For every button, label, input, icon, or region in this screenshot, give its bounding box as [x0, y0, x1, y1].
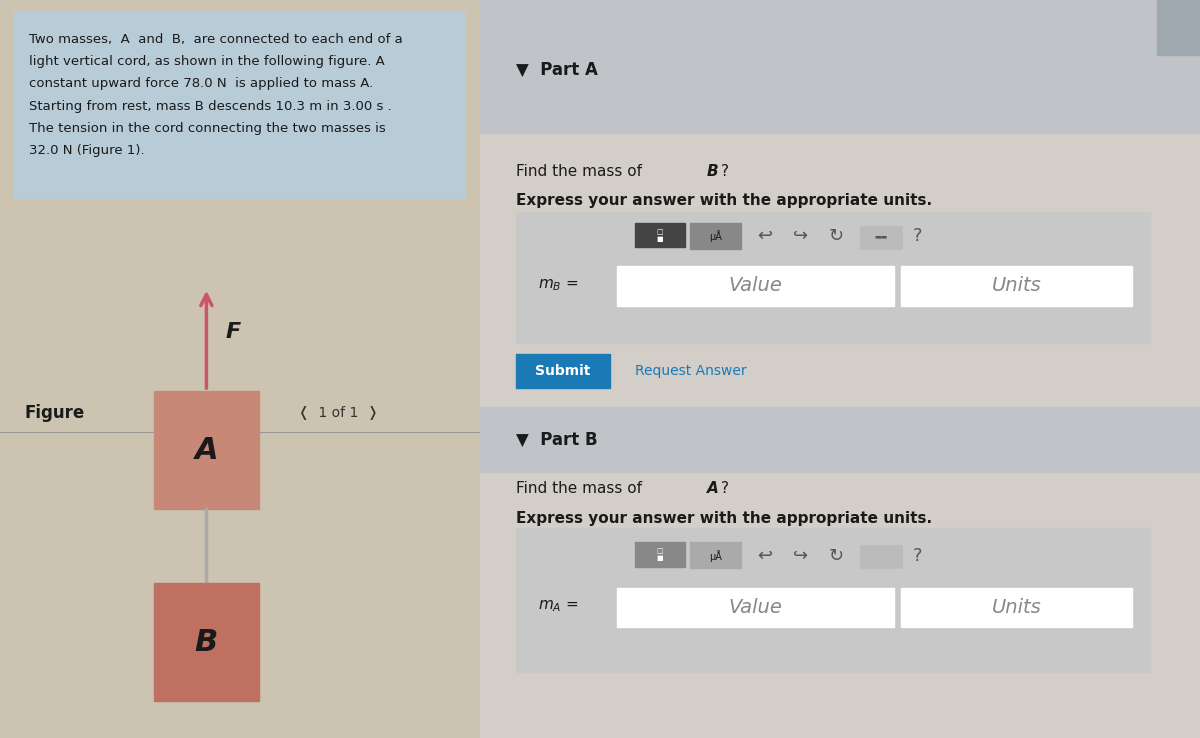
Text: F: F [226, 322, 241, 342]
Text: $m_A$ =: $m_A$ = [538, 599, 578, 615]
Text: □
■: □ ■ [656, 229, 664, 242]
Bar [635, 223, 685, 247]
Text: Figure: Figure [24, 404, 84, 422]
Bar [690, 542, 740, 568]
Bar [516, 354, 610, 388]
Bar [480, 0, 1200, 133]
Text: Units: Units [991, 598, 1042, 617]
Bar [690, 223, 740, 249]
Text: $m_B$ =: $m_B$ = [538, 277, 578, 294]
Text: A: A [194, 435, 218, 465]
Bar [901, 266, 1132, 306]
Bar [860, 545, 902, 568]
Text: ↻: ↻ [829, 227, 844, 245]
Text: Submit: Submit [535, 365, 590, 378]
Text: Starting from rest, mass B descends 10.3 m in 3.00 s .: Starting from rest, mass B descends 10.3… [29, 100, 391, 113]
Text: Units: Units [991, 276, 1042, 295]
Text: ▬▬: ▬▬ [875, 234, 888, 240]
Text: The tension in the cord connecting the two masses is: The tension in the cord connecting the t… [29, 122, 385, 135]
Text: ▼  Part B: ▼ Part B [516, 431, 598, 449]
Text: ↩: ↩ [757, 227, 772, 245]
Text: ↪: ↪ [793, 547, 808, 565]
Text: light vertical cord, as shown in the following figure. A: light vertical cord, as shown in the fol… [29, 55, 384, 69]
Text: Request Answer: Request Answer [635, 365, 746, 378]
Bar [14, 11, 466, 199]
Text: μÅ: μÅ [709, 230, 722, 242]
Text: ?: ? [721, 481, 730, 496]
Text: B: B [707, 164, 719, 179]
Text: μÅ: μÅ [709, 550, 722, 562]
Bar [617, 588, 894, 627]
Bar [635, 542, 685, 567]
Bar [860, 226, 902, 249]
Bar [901, 588, 1132, 627]
Text: ↻: ↻ [829, 547, 844, 565]
Text: Two masses,  A  and  B,  are connected to each end of a: Two masses, A and B, are connected to ea… [29, 33, 402, 46]
Text: Find the mass of: Find the mass of [516, 481, 647, 496]
Text: B: B [194, 627, 218, 657]
Bar [516, 528, 1150, 672]
Bar [617, 266, 894, 306]
Text: ?: ? [913, 227, 923, 245]
Text: ▼  Part A: ▼ Part A [516, 61, 598, 79]
Bar [154, 391, 259, 509]
Bar [516, 212, 1150, 343]
Text: Express your answer with the appropriate units.: Express your answer with the appropriate… [516, 193, 932, 208]
Text: A: A [707, 481, 719, 496]
Bar [1157, 0, 1200, 55]
Text: Express your answer with the appropriate units.: Express your answer with the appropriate… [516, 511, 932, 525]
Bar [480, 407, 1200, 472]
Bar [154, 583, 259, 701]
Text: ?: ? [913, 547, 923, 565]
Text: Value: Value [728, 598, 782, 617]
Text: ↩: ↩ [757, 547, 772, 565]
Text: ↪: ↪ [793, 227, 808, 245]
Text: Value: Value [728, 276, 782, 295]
Text: □
■: □ ■ [656, 548, 664, 562]
Text: ❬  1 of 1  ❭: ❬ 1 of 1 ❭ [298, 407, 378, 420]
Text: Find the mass of: Find the mass of [516, 164, 647, 179]
Text: 32.0 N (Figure 1).: 32.0 N (Figure 1). [29, 144, 144, 157]
Text: ?: ? [721, 164, 730, 179]
Text: constant upward force 78.0 N  is applied to mass A.: constant upward force 78.0 N is applied … [29, 77, 373, 91]
